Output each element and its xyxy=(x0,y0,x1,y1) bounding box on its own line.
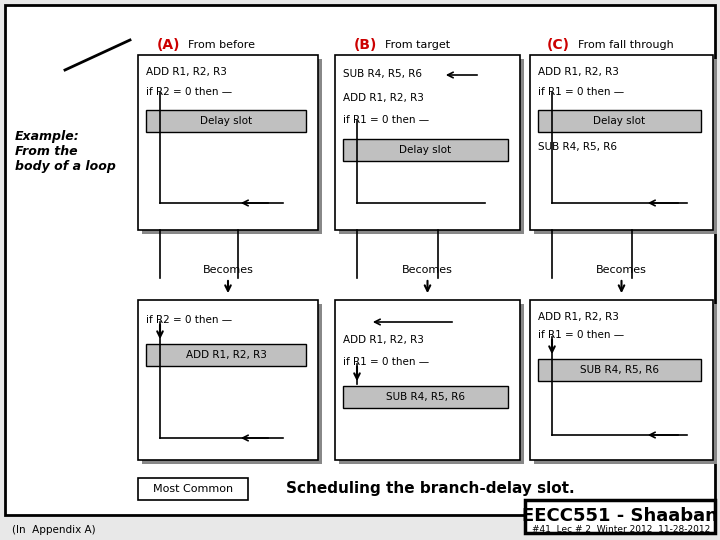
Text: Becomes: Becomes xyxy=(202,265,253,275)
Text: if R1 = 0 then —: if R1 = 0 then — xyxy=(538,87,624,97)
Bar xyxy=(339,59,524,234)
Text: if R1 = 0 then —: if R1 = 0 then — xyxy=(343,115,429,125)
Text: if R2 = 0 then —: if R2 = 0 then — xyxy=(146,87,232,97)
Bar xyxy=(335,55,520,230)
Text: (A): (A) xyxy=(156,38,180,52)
Text: SUB R4, R5, R6: SUB R4, R5, R6 xyxy=(386,392,465,402)
Bar xyxy=(146,110,306,132)
Bar xyxy=(538,359,701,381)
Bar xyxy=(343,139,508,161)
Bar xyxy=(538,110,701,132)
Bar xyxy=(146,344,306,366)
Text: Delay slot: Delay slot xyxy=(200,116,252,126)
Text: ADD R1, R2, R3: ADD R1, R2, R3 xyxy=(538,312,619,322)
Text: ADD R1, R2, R3: ADD R1, R2, R3 xyxy=(538,67,619,77)
Bar xyxy=(534,59,717,234)
Text: EECC551 - Shaaban: EECC551 - Shaaban xyxy=(522,507,718,525)
Text: Scheduling the branch-delay slot.: Scheduling the branch-delay slot. xyxy=(286,481,575,496)
Bar xyxy=(138,478,248,500)
Text: ADD R1, R2, R3: ADD R1, R2, R3 xyxy=(343,335,424,345)
Bar xyxy=(142,59,322,234)
Text: From target: From target xyxy=(385,40,450,50)
Text: From before: From before xyxy=(188,40,255,50)
Bar xyxy=(530,300,713,460)
Bar xyxy=(530,55,713,230)
Text: if R1 = 0 then —: if R1 = 0 then — xyxy=(343,357,429,367)
Text: ADD R1, R2, R3: ADD R1, R2, R3 xyxy=(146,67,227,77)
Bar xyxy=(534,304,717,464)
Text: SUB R4, R5, R6: SUB R4, R5, R6 xyxy=(343,69,422,79)
Text: ADD R1, R2, R3: ADD R1, R2, R3 xyxy=(186,350,266,360)
Bar xyxy=(339,304,524,464)
Text: (In  Appendix A): (In Appendix A) xyxy=(12,525,96,535)
Text: Becomes: Becomes xyxy=(596,265,647,275)
Text: Becomes: Becomes xyxy=(402,265,453,275)
Bar xyxy=(343,386,508,408)
Text: #41  Lec # 2  Winter 2012  11-28-2012: #41 Lec # 2 Winter 2012 11-28-2012 xyxy=(532,525,710,535)
Text: (C): (C) xyxy=(546,38,570,52)
Text: if R2 = 0 then —: if R2 = 0 then — xyxy=(146,315,232,325)
Bar xyxy=(138,55,318,230)
Text: Delay slot: Delay slot xyxy=(593,116,646,126)
Bar xyxy=(142,304,322,464)
Text: Example:
From the
body of a loop: Example: From the body of a loop xyxy=(15,130,116,173)
Bar xyxy=(525,500,715,533)
Text: (B): (B) xyxy=(354,38,377,52)
Text: Delay slot: Delay slot xyxy=(400,145,451,155)
Text: SUB R4, R5, R6: SUB R4, R5, R6 xyxy=(580,365,659,375)
Text: From fall through: From fall through xyxy=(578,40,674,50)
Text: ADD R1, R2, R3: ADD R1, R2, R3 xyxy=(343,93,424,103)
Text: if R1 = 0 then —: if R1 = 0 then — xyxy=(538,330,624,340)
Text: Most Common: Most Common xyxy=(153,484,233,494)
Text: SUB R4, R5, R6: SUB R4, R5, R6 xyxy=(538,142,617,152)
Bar xyxy=(138,300,318,460)
Bar xyxy=(335,300,520,460)
